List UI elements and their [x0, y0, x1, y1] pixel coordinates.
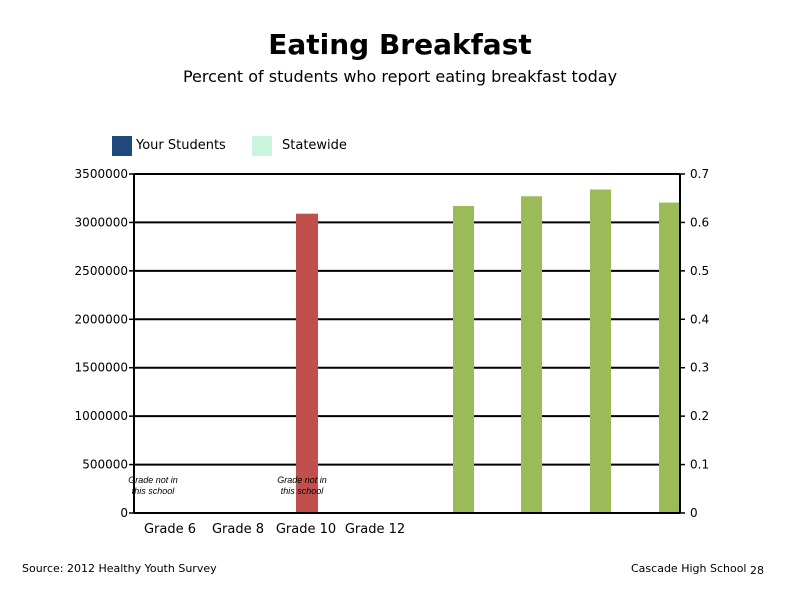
- bar-green: [590, 189, 611, 514]
- bar-green: [453, 205, 474, 513]
- category-label: Grade 10: [276, 522, 336, 537]
- source-note: Source: 2012 Healthy Youth Survey: [22, 562, 217, 575]
- bar-red: [296, 213, 318, 513]
- legend-swatch-your-students: [112, 136, 132, 156]
- left-tick-label: 1000000: [75, 409, 128, 423]
- right-tick-label: 0: [690, 506, 698, 520]
- left-tick-label: 1500000: [75, 361, 128, 375]
- legend-label-your-students: Your Students: [136, 138, 226, 153]
- left-tick-label: 500000: [82, 458, 128, 472]
- category-label: Grade 6: [144, 522, 196, 537]
- annotation-label: Grade not in this school: [277, 475, 327, 496]
- right-tick-label: 0.6: [690, 215, 709, 229]
- page-number: 28: [750, 564, 764, 577]
- annotation-label: Grade not in this school: [128, 475, 178, 496]
- right-tick-label: 0.1: [690, 458, 709, 472]
- bar-green: [521, 196, 542, 513]
- right-tick-label: 0.3: [690, 361, 709, 375]
- right-tick-label: 0.5: [690, 264, 709, 278]
- left-tick-label: 2500000: [75, 264, 128, 278]
- right-tick-label: 0.2: [690, 409, 709, 423]
- chart-subtitle: Percent of students who report eating br…: [182, 67, 618, 86]
- right-tick-label: 0.4: [690, 312, 709, 326]
- left-tick-label: 0: [120, 506, 128, 520]
- school-name: Cascade High School: [631, 562, 747, 575]
- category-label: Grade 8: [212, 522, 264, 537]
- left-tick-label: 2000000: [75, 312, 128, 326]
- legend-swatch-statewide: [252, 136, 272, 156]
- legend-label-statewide: Statewide: [282, 138, 347, 153]
- category-label: Grade 12: [345, 522, 405, 537]
- right-tick-label: 0.7: [690, 167, 709, 181]
- left-tick-label: 3000000: [75, 215, 128, 229]
- chart-title: Eating Breakfast: [268, 28, 532, 61]
- left-tick-label: 3500000: [75, 167, 128, 181]
- bar-green: [659, 202, 680, 513]
